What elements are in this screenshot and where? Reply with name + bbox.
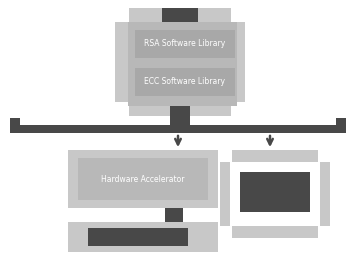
Bar xyxy=(78,158,208,200)
Bar xyxy=(162,8,198,24)
Bar xyxy=(220,150,330,238)
Bar xyxy=(231,102,245,116)
Bar xyxy=(220,226,232,238)
Bar xyxy=(165,208,183,222)
Text: ECC Software Library: ECC Software Library xyxy=(144,77,225,87)
Bar xyxy=(128,22,237,106)
Bar xyxy=(68,222,218,252)
Bar xyxy=(115,102,129,116)
Bar xyxy=(230,162,320,226)
Bar xyxy=(135,68,235,96)
Bar xyxy=(240,172,310,212)
Bar xyxy=(220,150,232,162)
Bar xyxy=(318,226,330,238)
Bar xyxy=(88,228,188,246)
Bar xyxy=(10,125,346,133)
Bar xyxy=(336,118,346,126)
Bar xyxy=(68,150,218,208)
Bar xyxy=(231,8,245,22)
Bar xyxy=(10,118,20,126)
Bar xyxy=(318,150,330,162)
Bar xyxy=(115,8,129,22)
Bar xyxy=(135,30,235,58)
Text: Hardware Accelerator: Hardware Accelerator xyxy=(101,175,185,183)
Bar xyxy=(115,8,245,116)
Text: RSA Software Library: RSA Software Library xyxy=(144,40,226,48)
Bar xyxy=(170,106,190,126)
